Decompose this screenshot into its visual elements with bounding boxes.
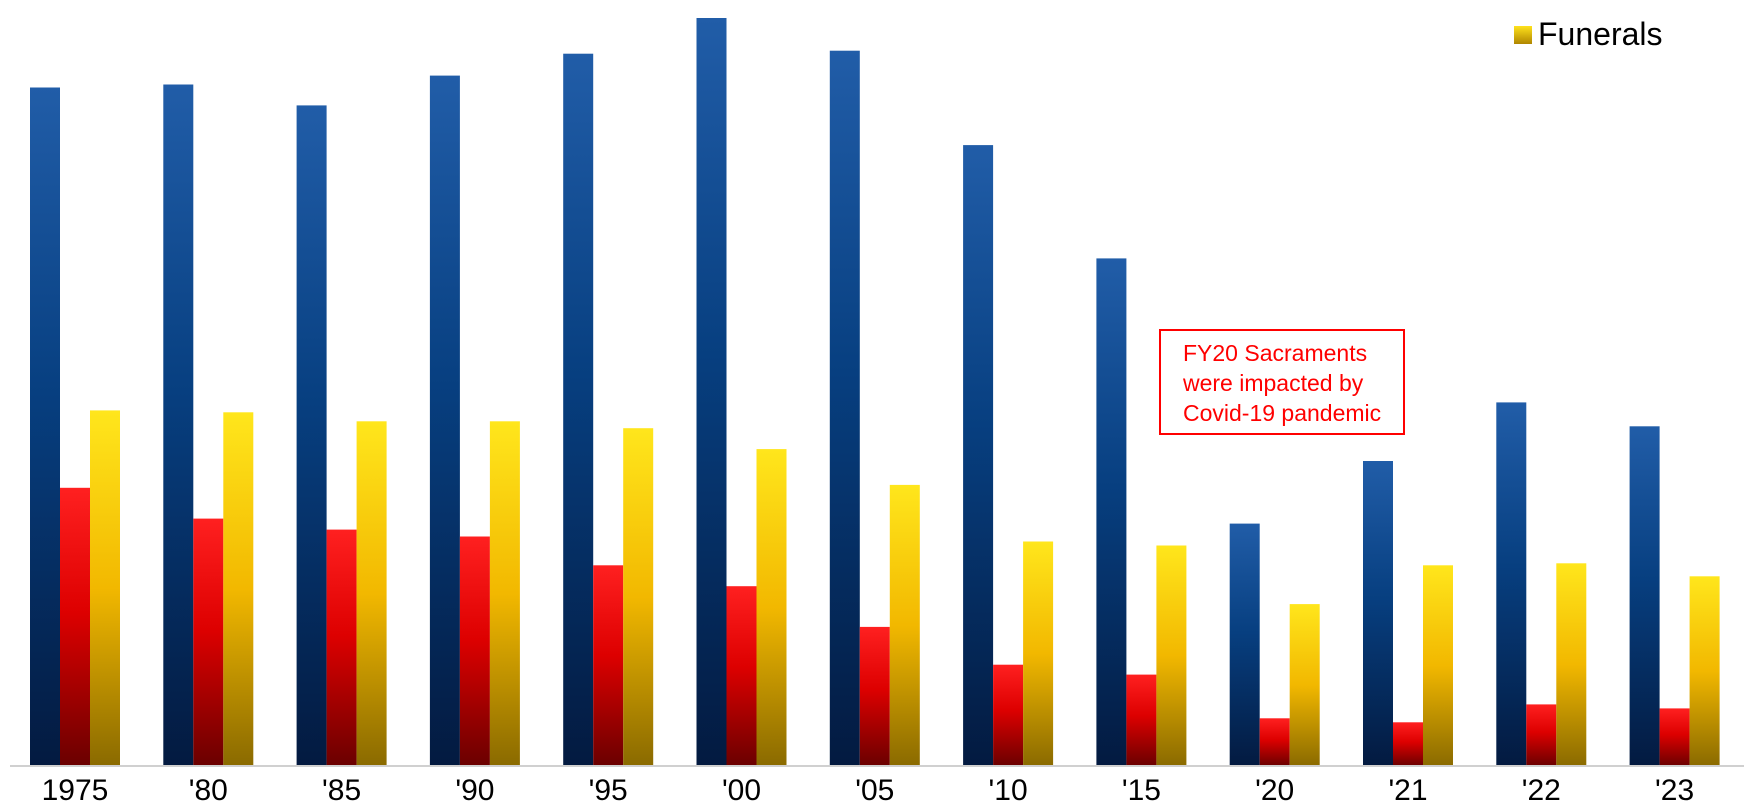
- x-tick-label: '23: [1655, 774, 1694, 805]
- x-tick-label: '90: [455, 774, 494, 805]
- bar-blue-4: [563, 53, 594, 766]
- legend-label-funerals: Funerals: [1538, 16, 1663, 52]
- bar-funerals-1: [223, 412, 254, 766]
- x-tick-label: '21: [1388, 774, 1427, 805]
- bar-funerals-9: [1289, 604, 1320, 766]
- bar-red-9: [1259, 718, 1290, 766]
- bar-blue-10: [1363, 461, 1393, 766]
- bar-blue-2: [296, 105, 327, 766]
- bar-blue-1: [163, 84, 194, 766]
- bar-funerals-10: [1423, 565, 1453, 766]
- x-tick-label: '85: [322, 774, 361, 805]
- covid-annotation-box: FY20 Sacraments were impacted by Covid-1…: [1159, 329, 1405, 435]
- bar-red-7: [993, 664, 1024, 766]
- bar-funerals-11: [1556, 563, 1587, 766]
- bar-funerals-0: [90, 410, 120, 766]
- bar-blue-9: [1229, 523, 1260, 766]
- x-tick-label: '10: [989, 774, 1028, 805]
- bar-funerals-3: [489, 421, 520, 766]
- bar-funerals-5: [756, 449, 787, 766]
- x-tick-labels: 1975 '80 '85 '90 '95 '00 '05 '10 '15 '20 '21 '22 '23: [42, 774, 1695, 805]
- bar-blue-6: [829, 50, 860, 766]
- bar-red-11: [1526, 704, 1557, 766]
- legend: Funerals: [1514, 16, 1663, 53]
- bar-blue-12: [1629, 426, 1660, 767]
- bar-blue-8: [1096, 258, 1127, 766]
- bar-blue-7: [963, 145, 994, 767]
- x-tick-label: '20: [1255, 774, 1294, 805]
- annotation-line-1: FY20 Sacraments: [1183, 340, 1368, 366]
- bar-red-4: [593, 565, 624, 766]
- bars-group: [30, 18, 1720, 767]
- bar-funerals-4: [623, 428, 654, 766]
- bar-red-12: [1659, 708, 1690, 766]
- x-tick-label: '95: [589, 774, 628, 805]
- bar-red-8: [1126, 674, 1157, 766]
- annotation-line-2: were impacted by: [1183, 370, 1364, 396]
- bar-red-6: [859, 626, 890, 766]
- x-tick-label: '80: [189, 774, 228, 805]
- bar-red-10: [1393, 722, 1423, 766]
- bar-blue-3: [429, 75, 460, 767]
- bar-red-1: [193, 518, 224, 766]
- bar-funerals-6: [889, 484, 920, 766]
- x-tick-label: '22: [1522, 774, 1561, 805]
- bar-blue-5: [696, 18, 727, 766]
- legend-swatch-funerals: [1514, 25, 1532, 44]
- x-tick-label: '15: [1122, 774, 1161, 805]
- bar-funerals-2: [356, 421, 387, 766]
- bar-funerals-8: [1156, 545, 1187, 766]
- bar-funerals-12: [1689, 576, 1720, 766]
- bar-blue-11: [1496, 402, 1527, 766]
- x-tick-label: 1975: [42, 774, 109, 805]
- x-tick-label: '05: [855, 774, 894, 805]
- bar-funerals-7: [1023, 541, 1054, 766]
- bar-red-3: [459, 536, 490, 766]
- x-tick-label: '00: [722, 774, 761, 805]
- bar-red-0: [60, 487, 90, 766]
- annotation-line-3: Covid-19 pandemic: [1183, 400, 1382, 426]
- bar-red-5: [726, 586, 757, 766]
- bar-blue-0: [30, 87, 60, 766]
- bar-red-2: [326, 529, 357, 766]
